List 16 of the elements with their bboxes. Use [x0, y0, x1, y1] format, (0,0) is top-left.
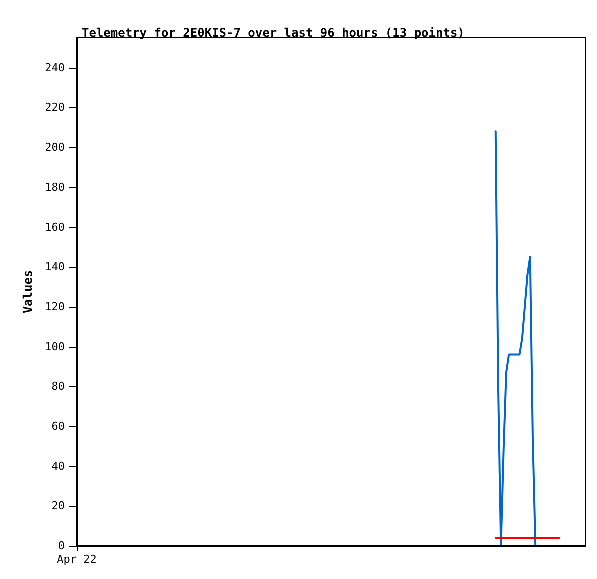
- y-tick-label: 120: [45, 300, 65, 314]
- x-tick-label: Apr 22: [57, 553, 97, 566]
- y-tick-label: 160: [45, 220, 65, 234]
- y-tick-label: 200: [45, 141, 65, 154]
- y-tick-label: 20: [52, 500, 65, 513]
- y-tick-label: 100: [45, 340, 65, 354]
- y-tick-label: 220: [45, 101, 65, 114]
- y-tick-label: 40: [52, 460, 65, 473]
- y-tick-label: 60: [52, 420, 65, 433]
- y-axis-title: Values: [21, 270, 36, 314]
- y-tick-label: 140: [45, 260, 65, 274]
- chart-title: Telemetry for 2E0KIS-7 over last 96 hours (13 points): [82, 26, 465, 40]
- y-tick-label: 240: [45, 61, 65, 74]
- y-tick-label: 80: [52, 380, 65, 394]
- y-tick-label: 0: [58, 540, 65, 552]
- y-tick-label: 180: [45, 180, 65, 194]
